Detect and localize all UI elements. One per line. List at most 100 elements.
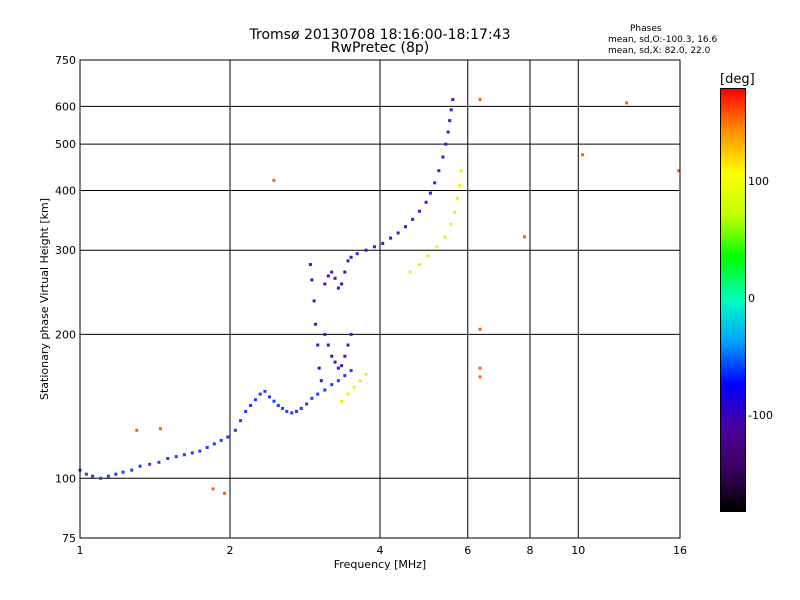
data-point <box>364 372 368 376</box>
data-point <box>182 453 186 457</box>
data-point <box>373 245 377 249</box>
data-point <box>317 366 321 370</box>
x-tick-label: 16 <box>673 544 687 557</box>
data-point <box>267 395 271 399</box>
data-point <box>166 456 170 460</box>
data-point <box>323 282 327 286</box>
data-point <box>326 343 330 347</box>
data-point <box>99 476 103 480</box>
y-tick-label: 400 <box>55 184 76 197</box>
data-point <box>219 438 223 442</box>
data-point <box>346 392 350 396</box>
y-tick-label: 750 <box>55 54 76 67</box>
data-point <box>148 462 152 466</box>
plot-grid <box>79 59 681 539</box>
data-point <box>336 366 340 370</box>
data-point <box>157 460 161 464</box>
data-point <box>316 343 320 347</box>
data-point <box>226 435 230 439</box>
data-point <box>355 252 359 256</box>
data-point <box>408 270 412 274</box>
data-point <box>340 399 344 403</box>
data-point <box>326 274 330 278</box>
data-point <box>330 354 334 358</box>
y-tick-label: 200 <box>55 328 76 341</box>
data-point <box>364 248 368 252</box>
data-point <box>381 241 385 245</box>
y-tick-label: 100 <box>55 472 76 485</box>
data-point <box>333 360 337 364</box>
axis-ticks: 1 2 4 6 8 10 16 75 100 200 300 400 500 600 750 Frequenc… <box>38 54 687 571</box>
data-point <box>459 169 463 173</box>
phase-colorbar <box>720 88 746 512</box>
data-point <box>448 119 452 123</box>
data-point <box>305 402 309 406</box>
data-point <box>223 491 227 495</box>
data-point <box>319 379 323 383</box>
data-point <box>523 235 527 239</box>
data-point <box>276 403 280 407</box>
data-point <box>91 474 95 478</box>
x-axis-label: Frequency [MHz] <box>334 558 426 571</box>
data-point <box>349 332 353 336</box>
x-tick-label: 10 <box>571 544 585 557</box>
data-point <box>403 225 407 229</box>
data-point <box>285 409 289 413</box>
data-point <box>451 98 455 102</box>
data-point <box>272 399 276 403</box>
data-point <box>417 263 421 267</box>
chart-title: Tromsø 20130708 18:16:00-18:17:43 <box>249 27 511 43</box>
data-point <box>121 470 125 474</box>
data-point <box>411 217 415 221</box>
data-point <box>343 354 347 358</box>
data-point <box>446 130 450 134</box>
data-point <box>444 142 448 146</box>
x-tick-label: 2 <box>227 544 234 557</box>
data-point <box>272 178 276 182</box>
data-point <box>433 181 437 185</box>
data-point <box>358 379 362 383</box>
y-tick-label: 75 <box>62 532 76 545</box>
data-point <box>316 392 320 396</box>
data-point <box>239 419 243 423</box>
data-point <box>343 270 347 274</box>
data-point <box>478 375 482 379</box>
data-point <box>130 468 134 472</box>
data-point <box>174 455 178 459</box>
data-point <box>441 155 445 159</box>
data-point <box>424 200 428 204</box>
data-point <box>263 389 267 393</box>
y-tick-label: 600 <box>55 100 76 113</box>
phases-heading: Phases <box>630 24 662 34</box>
data-point <box>478 366 482 370</box>
data-point <box>323 388 327 392</box>
data-point <box>336 379 340 383</box>
y-axis-label: Stationary phase Virtual Height [km] <box>38 198 51 400</box>
data-point <box>346 343 350 347</box>
data-point <box>312 299 316 303</box>
phases-x-stats: mean, sd,X: 82.0, 22.0 <box>608 46 711 56</box>
phases-o-stats: mean, sd,O:-100.3, 16.6 <box>608 35 718 45</box>
x-tick-label: 1 <box>77 544 84 557</box>
data-point <box>295 409 299 413</box>
data-point <box>417 209 421 213</box>
x-tick-label: 8 <box>527 544 534 557</box>
data-point <box>299 406 303 410</box>
data-point <box>233 428 237 432</box>
data-point <box>330 383 334 387</box>
data-point <box>310 396 314 400</box>
data-point <box>258 392 262 396</box>
y-tick-label: 300 <box>55 244 76 257</box>
data-point <box>478 98 482 102</box>
x-tick-label: 4 <box>377 544 384 557</box>
data-point <box>205 445 209 449</box>
data-point <box>389 236 393 240</box>
colorbar-unit: [deg] <box>720 72 755 87</box>
data-point <box>458 183 462 187</box>
data-point <box>281 406 285 410</box>
data-point <box>677 169 681 173</box>
data-point <box>352 385 356 389</box>
data-point <box>449 222 453 226</box>
data-point <box>428 191 432 195</box>
data-point <box>198 449 202 453</box>
